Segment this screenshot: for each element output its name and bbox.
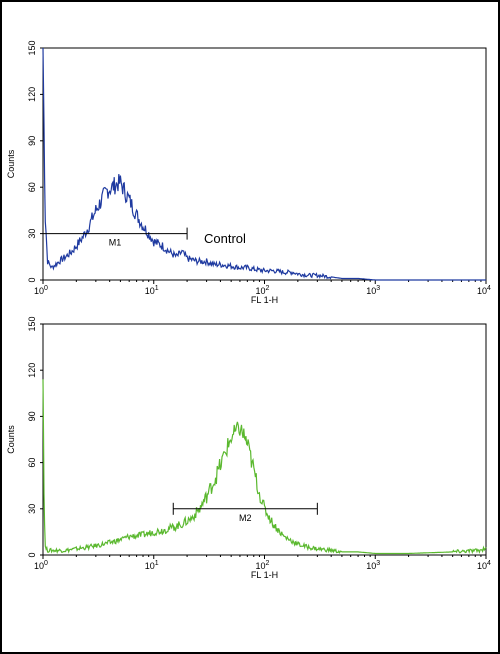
histogram-trace	[42, 47, 486, 281]
x-tick-label: 100	[34, 560, 48, 571]
chart-panel-2: 0 30 60 90 120 150 Counts 100 101 102 103 104 FL 1-H…	[6, 316, 491, 580]
y-tick-label: 120	[27, 87, 37, 102]
x-tick-label: 103	[366, 285, 380, 296]
marker-label: M1	[109, 238, 122, 248]
y-tick-label: 90	[27, 136, 37, 146]
control-annotation: Control	[204, 231, 246, 246]
y-tick-label: 30	[27, 504, 37, 514]
x-tick-label: 101	[145, 560, 159, 571]
x-tick-label: 104	[477, 560, 491, 571]
x-tick-label: 100	[34, 285, 48, 296]
x-tick-label: 102	[256, 285, 270, 296]
marker-label: M2	[239, 513, 252, 523]
y-axis-label: Counts	[6, 149, 16, 178]
y-tick-label: 120	[27, 363, 37, 378]
x-tick-label: 102	[256, 560, 270, 571]
y-tick-label: 60	[27, 458, 37, 468]
y-tick-label: 60	[27, 182, 37, 192]
histogram-trace	[42, 379, 487, 555]
x-tick-label: 104	[477, 285, 491, 296]
y-axis-label: Counts	[6, 425, 16, 454]
y-tick-label: 150	[27, 316, 37, 331]
x-axis-label: FL 1-H	[251, 295, 278, 305]
x-tick-label: 101	[145, 285, 159, 296]
y-tick-label: 0	[27, 552, 37, 557]
y-tick-label: 0	[27, 277, 37, 282]
chart-panel-1: 0 30 60 90 120 150 Counts 100 101 102 103 104 FL 1-H…	[6, 40, 491, 305]
plot-area-frame	[42, 323, 487, 556]
x-tick-label: 103	[366, 560, 380, 571]
y-tick-label: 30	[27, 229, 37, 239]
y-tick-label: 90	[27, 411, 37, 421]
x-axis-label: FL 1-H	[251, 570, 278, 580]
y-tick-label: 150	[27, 40, 37, 55]
